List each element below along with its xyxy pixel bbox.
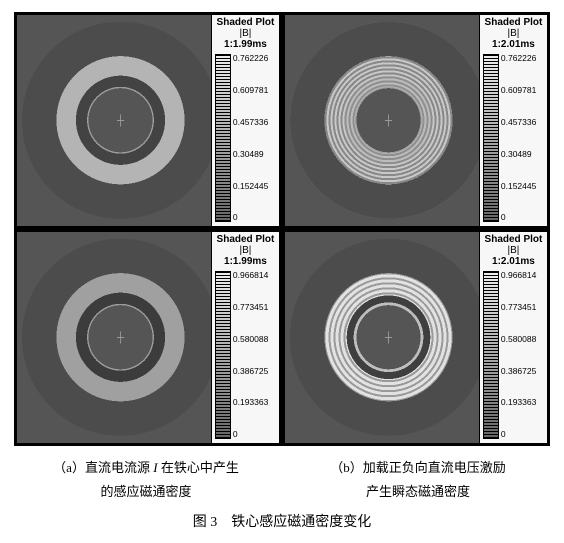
tick-label: 0.386725: [501, 367, 544, 376]
legend-body: 0.966814 0.773451 0.580088 0.386725 0.19…: [213, 271, 278, 441]
plot-grid: ┼ Shaded Plot |B| 1:1.99ms 0.762226 0.60…: [14, 12, 550, 446]
legend-variable: |B|: [508, 245, 520, 256]
legend-title: Shaded Plot: [217, 234, 275, 245]
tick-label: 0.457336: [233, 118, 276, 127]
legend: Shaded Plot |B| 1:2.01ms 0.762226 0.6097…: [479, 15, 547, 226]
figure-title: 铁心感应磁通密度变化: [231, 515, 371, 530]
tick-label: 0.30489: [233, 150, 276, 159]
figure-number: 图 3: [193, 515, 218, 530]
tick-label: 0.30489: [501, 150, 544, 159]
caption-a-line2: 的感应磁通密度: [14, 480, 278, 505]
tick-label: 0: [233, 430, 276, 439]
legend: Shaded Plot |B| 1:1.99ms 0.762226 0.6097…: [211, 15, 279, 226]
legend-variable: |B|: [240, 28, 252, 39]
panel-bottom-right: ┼ Shaded Plot |B| 1:2.01ms 0.966814 0.77…: [284, 231, 548, 444]
legend-time: 1:1.99ms: [224, 39, 267, 50]
caption-b: （b）加载正负向直流电压激励 产生瞬态磁通密度: [286, 456, 550, 505]
legend-body: 0.762226 0.609781 0.457336 0.30489 0.152…: [213, 54, 278, 224]
center-marker-icon: ┼: [117, 115, 124, 126]
flux-disc: ┼: [22, 22, 219, 219]
legend-time: 1:2.01ms: [492, 39, 535, 50]
ring-texture: [290, 239, 487, 436]
colorbar-icon: [483, 271, 499, 439]
sub-captions: （a）直流电流源 I 在铁心中产生 的感应磁通密度 （b）加载正负向直流电压激励…: [14, 456, 550, 505]
tick-label: 0.773451: [233, 303, 276, 312]
colorbar-icon: [483, 54, 499, 222]
tick-label: 0.457336: [501, 118, 544, 127]
tick-label: 0: [501, 213, 544, 222]
tick-label: 0.152445: [501, 182, 544, 191]
legend-time: 1:2.01ms: [492, 256, 535, 267]
caption-a-label: （a）: [53, 460, 85, 475]
legend: Shaded Plot |B| 1:1.99ms 0.966814 0.7734…: [211, 232, 279, 443]
flux-disc: ┼: [22, 239, 219, 436]
center-marker-icon: ┼: [117, 332, 124, 343]
caption-a-line1: （a）直流电流源 I 在铁心中产生: [14, 456, 278, 481]
legend-body: 0.762226 0.609781 0.457336 0.30489 0.152…: [481, 54, 546, 224]
tick-list: 0.762226 0.609781 0.457336 0.30489 0.152…: [501, 54, 544, 222]
colorbar-icon: [215, 54, 231, 222]
tick-label: 0.386725: [233, 367, 276, 376]
legend-variable: |B|: [508, 28, 520, 39]
flux-disc: ┼: [290, 22, 487, 219]
tick-label: 0.966814: [233, 271, 276, 280]
tick-label: 0: [501, 430, 544, 439]
legend-title: Shaded Plot: [217, 17, 275, 28]
tick-list: 0.966814 0.773451 0.580088 0.386725 0.19…: [233, 271, 276, 439]
figure-container: ┼ Shaded Plot |B| 1:1.99ms 0.762226 0.60…: [0, 0, 564, 543]
legend-title: Shaded Plot: [485, 234, 543, 245]
legend-time: 1:1.99ms: [224, 256, 267, 267]
legend-body: 0.966814 0.773451 0.580088 0.386725 0.19…: [481, 271, 546, 441]
tick-list: 0.762226 0.609781 0.457336 0.30489 0.152…: [233, 54, 276, 222]
legend-variable: |B|: [240, 245, 252, 256]
tick-label: 0.966814: [501, 271, 544, 280]
caption-b-text1: 加载正负向直流电压激励: [363, 460, 506, 475]
panel-top-right: ┼ Shaded Plot |B| 1:2.01ms 0.762226 0.60…: [284, 14, 548, 227]
colorbar-icon: [215, 271, 231, 439]
caption-a-text1: 直流电流源 I 在铁心中产生: [85, 460, 239, 475]
caption-b-line2: 产生瞬态磁通密度: [286, 480, 550, 505]
center-marker-icon: ┼: [385, 115, 392, 126]
tick-label: 0.152445: [233, 182, 276, 191]
panel-bottom-left: ┼ Shaded Plot |B| 1:1.99ms 0.966814 0.77…: [16, 231, 280, 444]
tick-label: 0.762226: [233, 54, 276, 63]
panel-top-left: ┼ Shaded Plot |B| 1:1.99ms 0.762226 0.60…: [16, 14, 280, 227]
tick-label: 0: [233, 213, 276, 222]
tick-label: 0.580088: [233, 335, 276, 344]
tick-label: 0.609781: [233, 86, 276, 95]
tick-label: 0.193363: [233, 398, 276, 407]
ring-texture: [290, 22, 487, 219]
tick-label: 0.609781: [501, 86, 544, 95]
tick-label: 0.193363: [501, 398, 544, 407]
tick-label: 0.580088: [501, 335, 544, 344]
tick-label: 0.773451: [501, 303, 544, 312]
flux-disc: ┼: [290, 239, 487, 436]
tick-label: 0.762226: [501, 54, 544, 63]
legend-title: Shaded Plot: [485, 17, 543, 28]
tick-list: 0.966814 0.773451 0.580088 0.386725 0.19…: [501, 271, 544, 439]
caption-b-label: （b）: [330, 460, 363, 475]
caption-a: （a）直流电流源 I 在铁心中产生 的感应磁通密度: [14, 456, 278, 505]
legend: Shaded Plot |B| 1:2.01ms 0.966814 0.7734…: [479, 232, 547, 443]
figure-caption: 图 3 铁心感应磁通密度变化: [14, 511, 550, 531]
caption-b-line1: （b）加载正负向直流电压激励: [286, 456, 550, 481]
